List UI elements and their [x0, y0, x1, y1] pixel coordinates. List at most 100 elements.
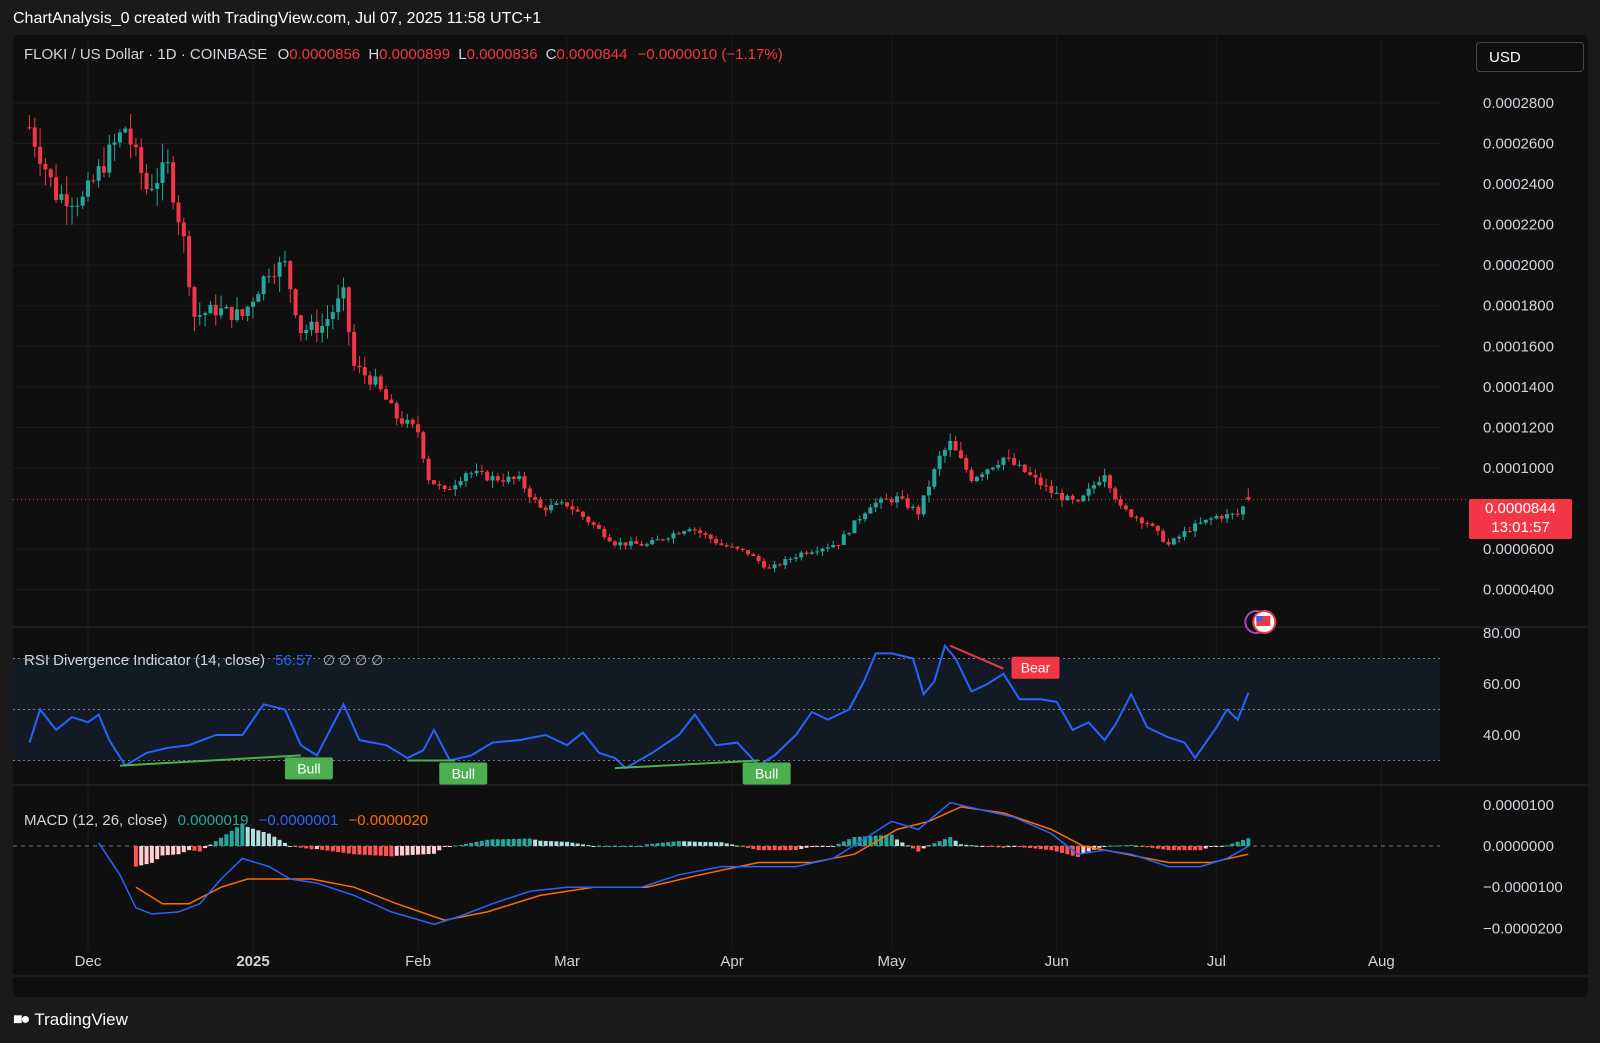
candle-body: [59, 194, 64, 200]
candle-body: [788, 558, 793, 560]
macd-hist-bar: [916, 846, 921, 852]
candle-body: [1171, 538, 1176, 545]
candle-body: [362, 367, 367, 376]
candle-body: [325, 319, 330, 326]
macd-hist-bar: [863, 836, 868, 846]
macd-hist-bar: [325, 846, 330, 851]
price-axis-label: 0.0002400: [1483, 176, 1554, 193]
candle-body: [1097, 481, 1102, 486]
candle-body: [1150, 523, 1155, 526]
open-value: 0.0000856: [289, 46, 361, 63]
us-flag-canton: [1256, 616, 1263, 621]
macd-hist-bar: [1022, 846, 1027, 848]
macd-signal-line: [135, 806, 1249, 921]
candle-body: [330, 312, 335, 320]
bull-badge: [284, 757, 333, 780]
candle-body: [410, 419, 415, 425]
macd-hist-bar: [1241, 839, 1245, 846]
candle-body: [772, 564, 777, 569]
candle-body: [714, 539, 719, 544]
macd-hist-bar: [336, 846, 341, 853]
bull-badge: [439, 762, 488, 785]
candle-body: [607, 537, 612, 542]
gridlines: [13, 37, 1440, 950]
macd-hist-bar: [533, 839, 538, 846]
candle-body: [229, 306, 234, 321]
candle-body: [485, 471, 490, 481]
macd-hist-bar: [447, 846, 452, 847]
candle-body: [1076, 499, 1080, 502]
candle-body: [176, 202, 181, 223]
macd-hist-bar: [245, 827, 250, 846]
macd-hist-bar: [756, 846, 761, 851]
candle-body: [117, 132, 122, 143]
macd-line-value: −0.0000001: [258, 812, 339, 829]
macd-axis-label: 0.0000000: [1483, 838, 1554, 855]
candle-body: [1129, 509, 1134, 517]
candle-body: [416, 424, 420, 433]
macd-hist-bar: [192, 846, 197, 851]
candle-body: [405, 419, 410, 424]
macd-hist-bar: [442, 846, 447, 847]
macd-hist-bar: [368, 846, 373, 856]
macd-hist-bar: [746, 846, 750, 848]
macd-hist-bar: [575, 843, 580, 846]
candle-body: [857, 519, 862, 521]
candle-body: [320, 325, 325, 333]
macd-hist-bar: [431, 846, 436, 854]
candle-body: [91, 180, 96, 182]
macd-hist-bar: [1129, 844, 1134, 846]
candle-body: [469, 473, 474, 475]
macd-hist-bar: [1044, 846, 1049, 850]
macd-hist-bar: [527, 838, 532, 846]
candle-body: [634, 541, 639, 544]
attribution-header: ChartAnalysis_0 created with TradingView…: [13, 10, 542, 27]
candle-body: [676, 533, 681, 535]
macd-hist-bar: [687, 841, 692, 846]
currency-button[interactable]: USD: [1476, 42, 1584, 72]
candle-body: [1118, 499, 1123, 506]
candle-body: [879, 498, 884, 503]
candle-body: [964, 458, 969, 470]
macd-hist-bar: [783, 846, 788, 851]
macd-hist-bar: [1150, 846, 1155, 848]
candle-body: [692, 529, 697, 531]
price-axis-label: 0.0001600: [1483, 338, 1554, 355]
macd-hist-bar: [581, 844, 585, 846]
candle-body: [304, 329, 309, 334]
macd-hist-bar: [1225, 845, 1230, 847]
rsi-axis-label: 40.00: [1483, 727, 1521, 744]
candle-body: [1187, 531, 1192, 533]
close-label: C: [545, 46, 557, 63]
candle-body: [820, 548, 825, 552]
macd-hist-bar: [559, 841, 564, 846]
macd-hist-bar: [1107, 845, 1112, 847]
candle-body: [698, 530, 703, 534]
candle-body: [1203, 519, 1208, 523]
candle-body: [905, 498, 910, 508]
price-axis-label: 0.0001000: [1483, 460, 1554, 477]
candle-body: [916, 506, 921, 515]
price-axis-label: 0.0002200: [1483, 217, 1554, 234]
macd-title[interactable]: MACD (12, 26, close): [24, 812, 168, 829]
candle-body: [1209, 518, 1214, 520]
candle-body: [192, 287, 197, 317]
bear-badge-label: Bear: [1021, 660, 1051, 676]
macd-hist-bar: [969, 845, 974, 847]
candle-body: [570, 506, 575, 510]
candle-body: [378, 376, 383, 390]
macd-histogram: [133, 823, 1251, 867]
rsi-title[interactable]: RSI Divergence Indicator (14, close): [24, 652, 265, 669]
candle-body: [809, 552, 814, 554]
symbol-name[interactable]: FLOKI / US Dollar · 1D · COINBASE: [24, 46, 268, 63]
macd-hist-bar: [1177, 846, 1182, 851]
macd-hist-bar: [235, 827, 240, 846]
tradingview-logo[interactable]: ■● TradingView: [13, 1010, 128, 1030]
candle-body: [900, 496, 905, 499]
macd-hist-bar: [410, 846, 415, 855]
candle-body: [708, 534, 713, 540]
candle-body: [1049, 486, 1054, 494]
macd-hist-bar: [735, 845, 740, 847]
bar-countdown: 13:01:57: [1491, 519, 1550, 536]
